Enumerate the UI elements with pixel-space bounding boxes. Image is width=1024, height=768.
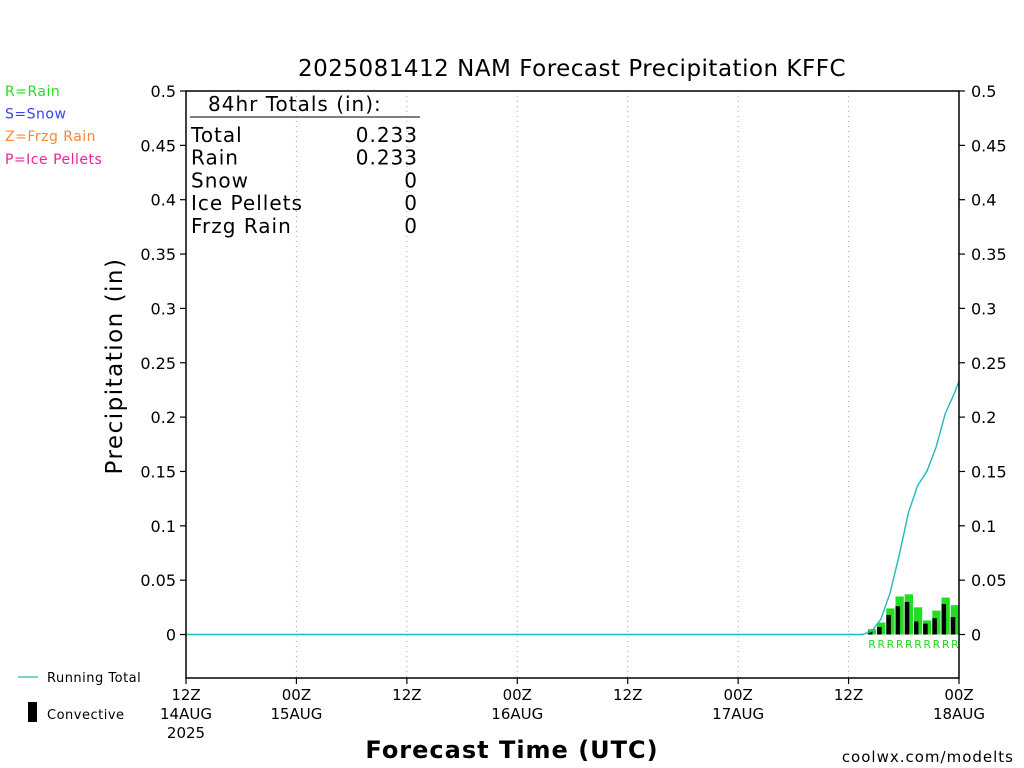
ptype-marker: R (877, 638, 885, 651)
ptype-marker: R (905, 638, 913, 651)
y-tick-label-right: 0.4 (971, 191, 996, 210)
totals-box: 84hr Totals (in): Total 0.233 Rain 0.233 Snow… (190, 92, 420, 238)
convective-bar (950, 617, 956, 635)
running-total-legend-label: Running Total (47, 671, 141, 686)
x-tick-date-label: 18AUG (933, 705, 985, 723)
y-tick-label-left: 0.05 (140, 571, 176, 590)
totals-row-value: 0.233 (356, 123, 418, 147)
x-tick-time-label: 00Z (503, 686, 532, 704)
totals-row-label: Total (190, 123, 243, 147)
totals-row-label: Rain (191, 146, 239, 170)
running-total-line (186, 380, 960, 636)
ptype-legend-item: P=Ice Pellets (5, 152, 102, 168)
totals-row-label: Ice Pellets (191, 191, 303, 215)
x-tick-time-label: 12Z (171, 686, 200, 704)
convective-bar (923, 623, 928, 635)
convective-bar (904, 601, 910, 635)
y-tick-label-left: 0.45 (140, 136, 176, 155)
running-total-layer (186, 380, 960, 636)
ptype-legend-item: R=Rain (5, 84, 60, 100)
series-legend: Running Total Convective (18, 671, 141, 723)
y-tick-label-left: 0 (166, 626, 176, 645)
y-axis-label: Precipitation (in) (102, 258, 128, 475)
x-tick-year-label: 2025 (167, 724, 205, 742)
ptype-marker: R (896, 638, 904, 651)
convective-bar (913, 621, 919, 635)
convective-bar (895, 606, 901, 635)
x-tick-date-label: 16AUG (491, 705, 543, 723)
ptype-marker: R (942, 638, 950, 651)
convective-bar (932, 618, 937, 635)
convective-bar (941, 604, 947, 635)
y-tick-label-right: 0.45 (971, 136, 1007, 155)
y-tick-label-right: 0.05 (971, 571, 1007, 590)
grid-layer (295, 91, 850, 678)
ptype-legend: R=Rain S=Snow Z=Frzg Rain P=Ice Pellets (5, 84, 102, 168)
chart-title: 2025081412 NAM Forecast Precipitation KF… (298, 56, 846, 82)
x-tick-time-label: 00Z (944, 686, 973, 704)
y-tick-label-right: 0 (971, 626, 981, 645)
x-tick-time-label: 00Z (723, 686, 752, 704)
totals-row-value: 0 (404, 191, 418, 215)
totals-row-label: Snow (191, 168, 249, 192)
x-tick-date-label: 15AUG (270, 705, 322, 723)
x-tick-date-label: 14AUG (160, 705, 212, 723)
rain-bar (913, 607, 923, 635)
ptype-marker: R (914, 638, 922, 651)
totals-heading: 84hr Totals (in): (208, 92, 382, 116)
ptype-legend-item: Z=Frzg Rain (5, 129, 96, 145)
source-credit[interactable]: coolwx.com/modelts (842, 748, 1014, 766)
y-tick-label-left: 0.25 (140, 354, 176, 373)
y-tick-label-right: 0.25 (971, 354, 1007, 373)
ptype-marker: R (923, 638, 931, 651)
x-tick-time-label: 12Z (834, 686, 863, 704)
totals-row-value: 0.233 (356, 146, 418, 170)
y-tick-label-right: 0.15 (971, 462, 1007, 481)
ptype-marker: R (868, 638, 876, 651)
totals-row-value: 0 (404, 214, 418, 238)
ptype-marker: R (951, 638, 959, 651)
x-tick-date-label: 17AUG (712, 705, 764, 723)
y-tick-label-right: 0.2 (971, 408, 996, 427)
y-tick-label-right: 0.3 (971, 299, 996, 318)
ptype-marker: R (933, 638, 941, 651)
totals-row-label: Frzg Rain (191, 214, 292, 238)
y-tick-label-right: 0.5 (971, 82, 996, 101)
y-tick-label-left: 0.3 (151, 299, 176, 318)
y-tick-label-left: 0.35 (140, 245, 176, 264)
tick-layer: 0 00.05 0.050.1 0.10.15 0.150.2 0.20.25 0.250.… (140, 82, 1006, 742)
y-tick-label-left: 0.4 (151, 191, 176, 210)
ptype-legend-item: S=Snow (5, 107, 66, 123)
convective-bar (867, 631, 873, 635)
convective-legend-swatch (28, 702, 37, 722)
y-tick-label-right: 0.1 (971, 517, 996, 536)
plot-frame (185, 90, 960, 679)
totals-row-value: 0 (404, 168, 418, 192)
x-axis-label: Forecast Time (UTC) (365, 736, 658, 764)
x-tick-time-label: 00Z (282, 686, 311, 704)
y-tick-label-left: 0.1 (151, 517, 176, 536)
ptype-marker: R (887, 638, 895, 651)
y-tick-label-right: 0.35 (971, 245, 1007, 264)
y-tick-label-left: 0.2 (151, 408, 176, 427)
y-tick-label-left: 0.15 (140, 462, 176, 481)
y-tick-label-left: 0.5 (151, 82, 176, 101)
convective-bar (877, 626, 882, 635)
x-tick-time-label: 12Z (392, 686, 421, 704)
convective-legend-label: Convective (47, 708, 125, 723)
convective-bar (886, 614, 891, 635)
x-tick-time-label: 12Z (613, 686, 642, 704)
